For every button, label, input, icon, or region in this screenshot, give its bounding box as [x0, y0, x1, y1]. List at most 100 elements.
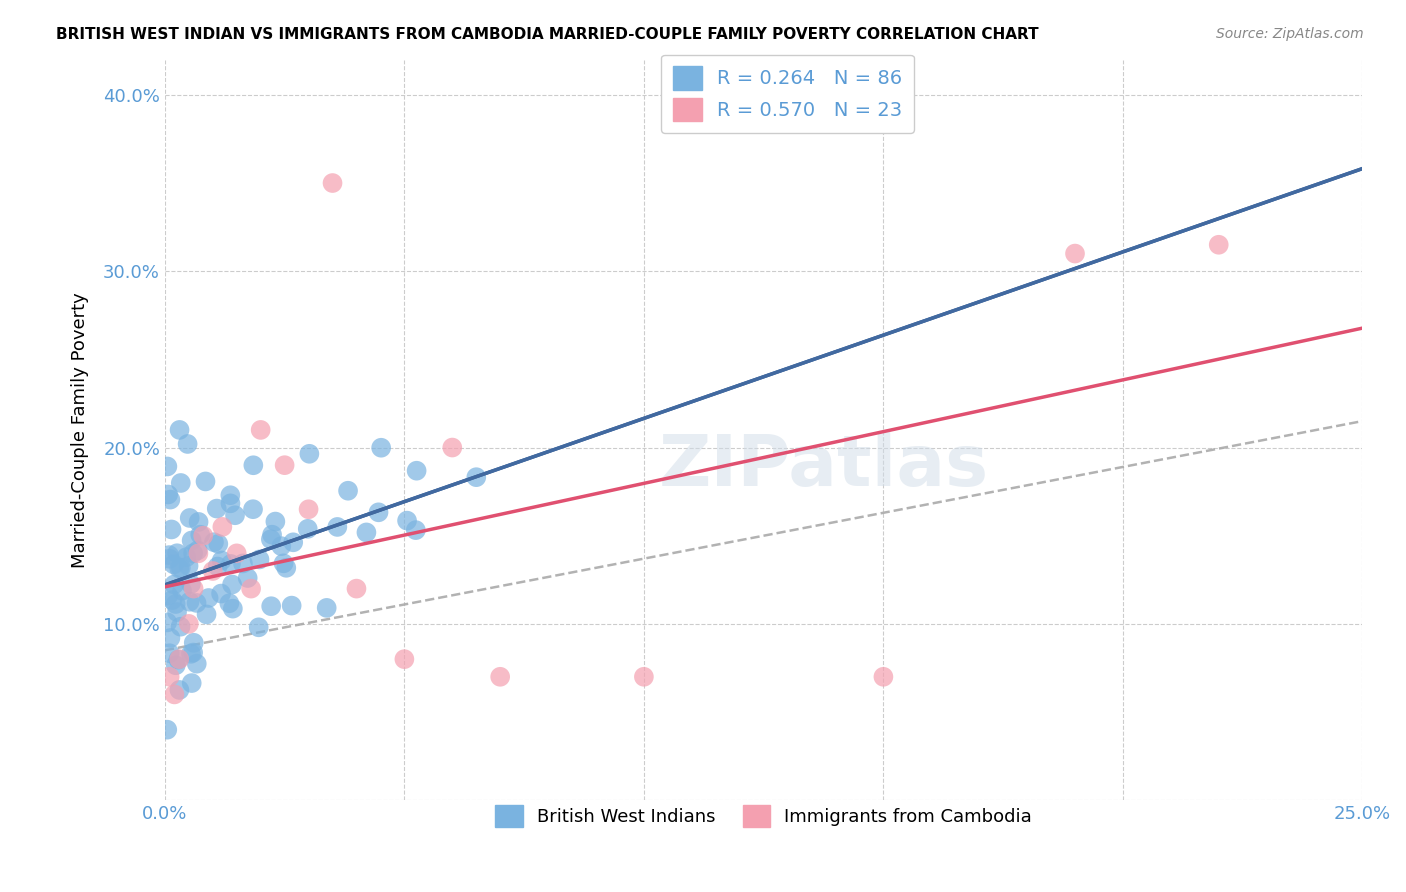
- Text: BRITISH WEST INDIAN VS IMMIGRANTS FROM CAMBODIA MARRIED-COUPLE FAMILY POVERTY CO: BRITISH WEST INDIAN VS IMMIGRANTS FROM C…: [56, 27, 1039, 42]
- British West Indians: [219, 488, 242, 502]
- British West Indians: [159, 551, 181, 566]
- British West Indians: [260, 533, 283, 547]
- British West Indians: [202, 535, 225, 549]
- British West Indians: [270, 539, 292, 553]
- Immigrants from Cambodia: [225, 546, 247, 560]
- British West Indians: [169, 620, 191, 634]
- British West Indians: [159, 492, 181, 507]
- Immigrants from Cambodia: [183, 582, 205, 596]
- British West Indians: [367, 505, 389, 519]
- British West Indians: [165, 658, 187, 673]
- British West Indians: [218, 596, 240, 610]
- British West Indians: [180, 533, 202, 548]
- British West Indians: [169, 561, 191, 575]
- Immigrants from Cambodia: [1208, 237, 1230, 252]
- Immigrants from Cambodia: [872, 670, 894, 684]
- Legend: British West Indians, Immigrants from Cambodia: British West Indians, Immigrants from Ca…: [486, 796, 1040, 836]
- British West Indians: [179, 595, 201, 609]
- Immigrants from Cambodia: [297, 502, 319, 516]
- Y-axis label: Married-Couple Family Poverty: Married-Couple Family Poverty: [72, 292, 89, 568]
- Immigrants from Cambodia: [489, 670, 512, 684]
- British West Indians: [169, 423, 191, 437]
- British West Indians: [205, 501, 228, 516]
- Immigrants from Cambodia: [346, 582, 368, 596]
- British West Indians: [273, 557, 295, 571]
- British West Indians: [163, 577, 186, 591]
- British West Indians: [170, 561, 193, 575]
- British West Indians: [326, 520, 349, 534]
- Immigrants from Cambodia: [240, 582, 263, 596]
- British West Indians: [222, 601, 245, 615]
- British West Indians: [337, 483, 360, 498]
- British West Indians: [162, 593, 184, 607]
- British West Indians: [181, 646, 204, 660]
- Immigrants from Cambodia: [167, 652, 190, 666]
- British West Indians: [370, 441, 392, 455]
- British West Indians: [187, 543, 209, 558]
- Immigrants from Cambodia: [211, 520, 233, 534]
- British West Indians: [176, 437, 198, 451]
- British West Indians: [180, 676, 202, 690]
- British West Indians: [159, 631, 181, 645]
- British West Indians: [188, 527, 211, 541]
- British West Indians: [156, 723, 179, 737]
- Text: ZIPatlas: ZIPatlas: [658, 433, 988, 501]
- British West Indians: [247, 620, 270, 634]
- British West Indians: [186, 596, 208, 610]
- British West Indians: [242, 458, 264, 473]
- British West Indians: [276, 561, 298, 575]
- British West Indians: [156, 615, 179, 630]
- British West Indians: [396, 514, 419, 528]
- British West Indians: [221, 577, 243, 591]
- Immigrants from Cambodia: [159, 670, 181, 684]
- British West Indians: [181, 546, 204, 560]
- Immigrants from Cambodia: [273, 458, 295, 472]
- Immigrants from Cambodia: [322, 176, 344, 190]
- British West Indians: [283, 535, 305, 549]
- British West Indians: [166, 546, 188, 560]
- British West Indians: [405, 464, 427, 478]
- Immigrants from Cambodia: [1064, 246, 1087, 260]
- British West Indians: [197, 591, 219, 605]
- Immigrants from Cambodia: [394, 652, 416, 666]
- Immigrants from Cambodia: [633, 670, 655, 684]
- British West Indians: [264, 515, 287, 529]
- Immigrants from Cambodia: [441, 441, 464, 455]
- British West Indians: [211, 553, 233, 567]
- Text: Source: ZipAtlas.com: Source: ZipAtlas.com: [1216, 27, 1364, 41]
- British West Indians: [297, 522, 319, 536]
- British West Indians: [219, 557, 242, 571]
- British West Indians: [232, 557, 254, 571]
- British West Indians: [177, 558, 200, 573]
- British West Indians: [163, 558, 186, 572]
- Immigrants from Cambodia: [193, 529, 215, 543]
- British West Indians: [209, 586, 232, 600]
- British West Indians: [405, 523, 427, 537]
- British West Indians: [170, 583, 193, 598]
- British West Indians: [186, 657, 208, 671]
- British West Indians: [187, 515, 209, 529]
- Immigrants from Cambodia: [249, 423, 271, 437]
- British West Indians: [207, 559, 229, 574]
- Immigrants from Cambodia: [201, 564, 224, 578]
- Immigrants from Cambodia: [163, 687, 186, 701]
- British West Indians: [157, 487, 180, 501]
- British West Indians: [194, 475, 217, 489]
- British West Indians: [167, 652, 190, 666]
- British West Indians: [179, 511, 201, 525]
- British West Indians: [280, 599, 302, 613]
- British West Indians: [242, 502, 264, 516]
- British West Indians: [160, 523, 183, 537]
- British West Indians: [157, 548, 180, 562]
- British West Indians: [176, 550, 198, 565]
- Immigrants from Cambodia: [177, 616, 200, 631]
- Immigrants from Cambodia: [187, 546, 209, 560]
- British West Indians: [298, 447, 321, 461]
- British West Indians: [195, 607, 218, 622]
- British West Indians: [165, 597, 187, 611]
- British West Indians: [260, 599, 283, 614]
- British West Indians: [180, 577, 202, 591]
- British West Indians: [180, 647, 202, 661]
- British West Indians: [157, 589, 180, 603]
- British West Indians: [262, 527, 284, 541]
